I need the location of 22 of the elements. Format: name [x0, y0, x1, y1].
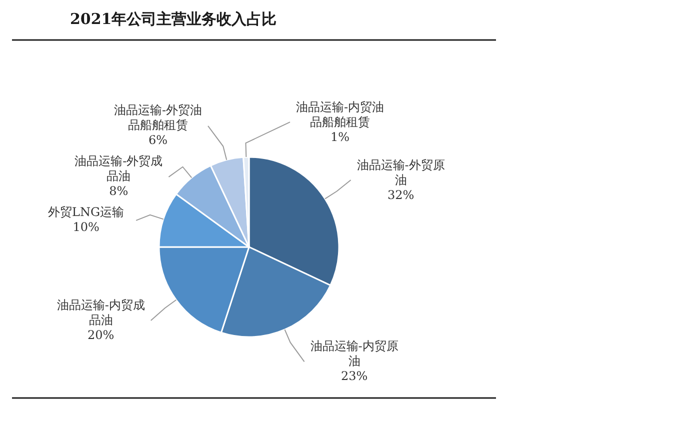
slice-label: 油品运输-外贸油品船舶租赁: [112, 103, 204, 134]
slice-label: 油品运输-内贸成品油: [56, 298, 146, 328]
pie-slice: [248, 156, 340, 286]
data-label: 1%: [329, 130, 351, 145]
slice-label: 油品运输-外贸成品油: [74, 154, 164, 184]
pie-slice: [220, 246, 332, 338]
slice-label: 油品运输-内贸油品船舶租赁: [294, 100, 386, 130]
chart-title: 2021年公司主营业务收入占比: [70, 10, 277, 29]
data-label: 20%: [86, 328, 116, 343]
data-label: 32%: [386, 188, 416, 203]
pie-slice: [210, 156, 250, 248]
slice-label: 油品运输-外贸原油: [356, 158, 446, 188]
pie-slice: [158, 193, 250, 248]
slice-label: 外贸LNG运输: [47, 205, 126, 220]
data-label: 8%: [108, 184, 130, 200]
pie-slice: [242, 156, 250, 248]
data-label: 6%: [147, 133, 169, 148]
slice-label: 油品运输-内贸原油: [309, 339, 400, 370]
data-label: 10%: [72, 220, 100, 236]
data-label: 23%: [340, 369, 369, 384]
pie-slice: [175, 164, 250, 248]
pie-slice: [158, 246, 250, 334]
